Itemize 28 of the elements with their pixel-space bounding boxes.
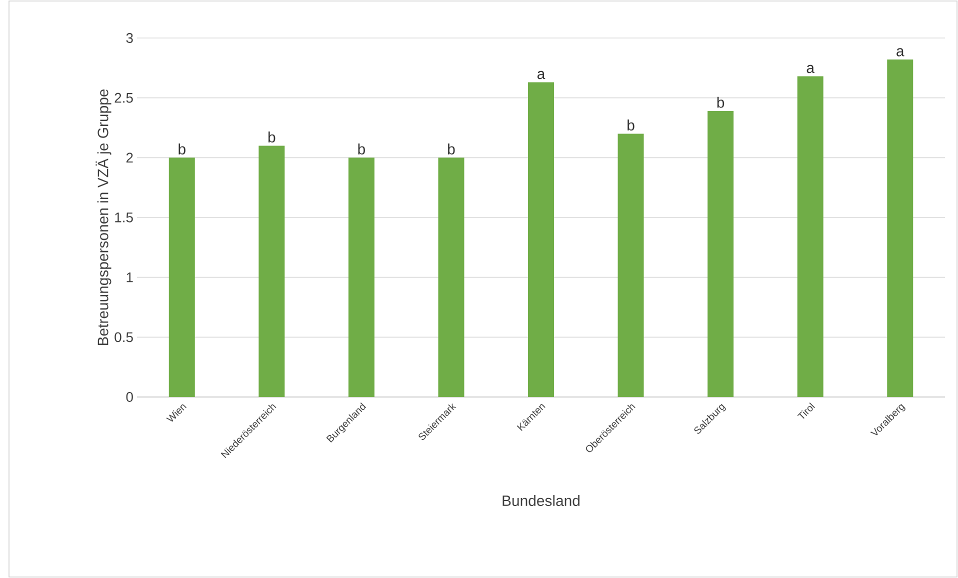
bar [887,60,914,397]
y-tick-label: 1.5 [115,212,133,222]
annotation: b [358,143,365,154]
bar [258,146,285,397]
y-tick-label: 2.5 [114,92,133,103]
y-tick-label: 0 [126,392,133,402]
y-tick-label: 3 [126,33,133,43]
bar [168,158,195,397]
x-axis-title: Bundesland [502,495,580,506]
annotation: a [806,64,814,74]
bar [797,76,824,397]
annotation: b [268,132,276,142]
bar [708,110,734,397]
annotation: b [717,96,724,108]
annotation: b [178,143,186,154]
annotation: b [628,120,634,131]
y-tick-label: 1 [126,272,133,282]
y-tick-label: 0.5 [114,332,133,342]
annotation: a [537,70,546,80]
bar [618,134,644,397]
bar [438,158,464,397]
y-tick-label: 2 [126,152,133,163]
annotation: b [448,143,455,154]
y-axis-title: Betreuungspersonen in VZÄ je Gruppe [96,89,112,346]
annotation: a [896,48,904,56]
x-tick-label: Tirol [797,402,815,419]
bar [348,158,374,397]
bar [528,82,554,397]
